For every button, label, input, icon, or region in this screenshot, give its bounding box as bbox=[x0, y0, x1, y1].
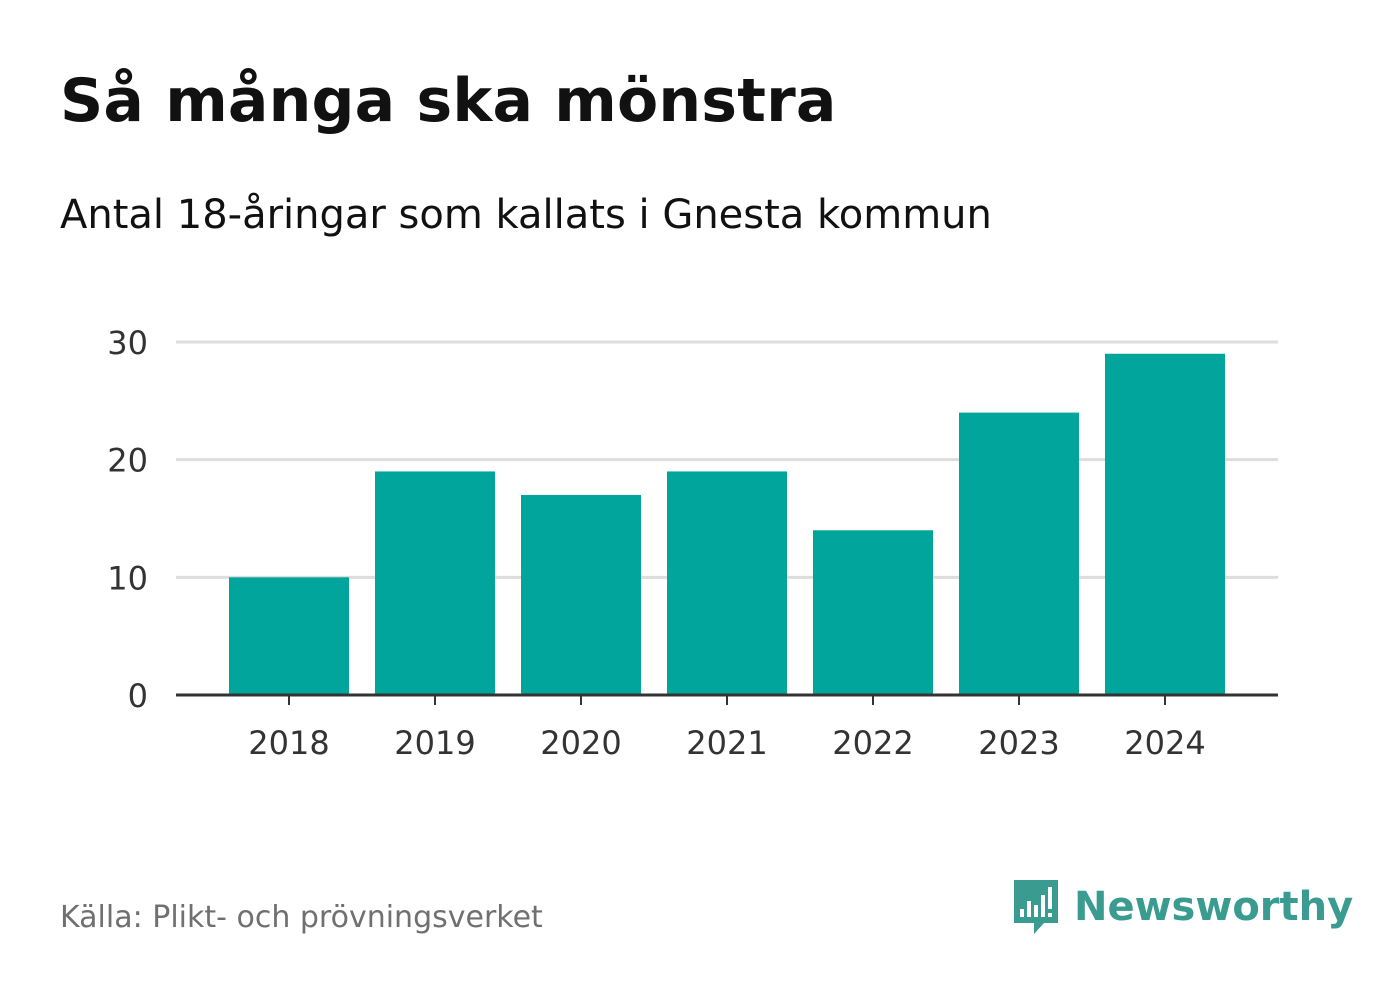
source-note: Källa: Plikt- och prövningsverket bbox=[60, 900, 543, 935]
x-tick-label: 2020 bbox=[540, 724, 621, 762]
bar-2020 bbox=[521, 494, 641, 695]
newsworthy-logo-icon bbox=[1014, 880, 1058, 934]
bar-2023 bbox=[959, 412, 1079, 695]
y-tick-label: 0 bbox=[128, 677, 148, 715]
bar-2022 bbox=[813, 530, 933, 695]
x-tick-label: 2024 bbox=[1124, 724, 1205, 762]
bar-2018 bbox=[229, 577, 349, 695]
y-tick-label: 30 bbox=[107, 324, 148, 362]
x-tick-label: 2021 bbox=[686, 724, 767, 762]
y-tick-label: 10 bbox=[107, 559, 148, 597]
bar-2021 bbox=[667, 471, 787, 695]
bar-2024 bbox=[1105, 353, 1225, 695]
y-tick-label: 20 bbox=[107, 442, 148, 480]
x-tick-label: 2018 bbox=[248, 724, 329, 762]
bars bbox=[229, 353, 1225, 695]
brand-name: Newsworthy bbox=[1074, 884, 1354, 930]
x-tick-label: 2022 bbox=[832, 724, 913, 762]
chart-subtitle: Antal 18-åringar som kallats i Gnesta ko… bbox=[60, 192, 992, 238]
axes: 0 10 20 30 2018 2019 2020 2021 2022 2023 2024 bbox=[107, 324, 1278, 762]
x-tick-label: 2023 bbox=[978, 724, 1059, 762]
bar-2019 bbox=[375, 471, 495, 695]
brand: Newsworthy bbox=[1010, 877, 1353, 937]
x-tick-label: 2019 bbox=[394, 724, 475, 762]
chart-title: Så många ska mönstra bbox=[60, 66, 837, 136]
